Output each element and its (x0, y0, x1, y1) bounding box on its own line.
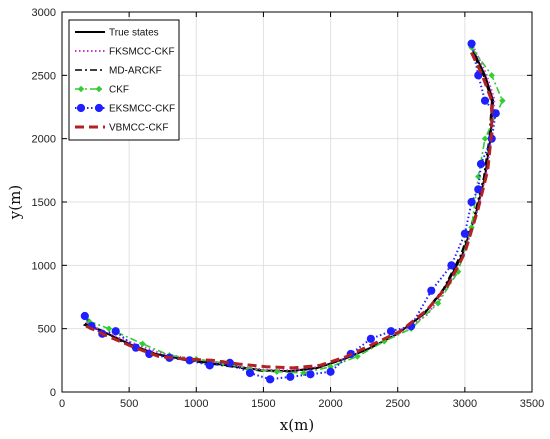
ckf-point (488, 72, 495, 79)
legend-box (68, 19, 180, 141)
legend-eksmcc-ckf-point (94, 103, 104, 113)
legend-entry-true-states: True states (75, 28, 159, 39)
ticks: 0 500 1000 1500 2000 2500 3000 3500 0 500 1000 1500… (32, 7, 545, 410)
legend-label: MD-ARCKF (109, 66, 162, 77)
legend-eksmcc-ckf-point (76, 103, 86, 113)
legend-label: CKF (109, 85, 129, 96)
x-tick-label: 1500 (251, 398, 275, 410)
x-tick-label: 3500 (520, 398, 544, 410)
eksmcc-ckf-point (491, 109, 500, 118)
eksmcc-ckf-point (476, 159, 486, 169)
eksmcc-ckf-point (205, 361, 214, 370)
ckf-point (105, 325, 113, 332)
ckf-point (273, 368, 281, 375)
eksmcc-ckf-point (460, 229, 469, 238)
x-tick-label: 1000 (184, 398, 208, 410)
eksmcc-ckf-point (474, 185, 483, 194)
y-tick-label: 1000 (32, 260, 56, 272)
eksmcc-ckf-point (306, 370, 315, 379)
ckf-point (354, 353, 361, 360)
grid (61, 11, 533, 393)
eksmcc-ckf-point (286, 372, 295, 381)
ckf-line (88, 47, 504, 374)
ckf-point (499, 97, 506, 104)
y-axis-label: y(m) (6, 185, 24, 220)
legend-entry-eksmcc-ckf: EKSMCC-CKF (75, 104, 175, 115)
legend-ckf-point (77, 85, 85, 93)
legend-entry-vbmcc-ckf: VBMCC-CKF (75, 123, 168, 134)
legend-label: VBMCC-CKF (109, 123, 168, 134)
eksmcc-ckf-point (366, 334, 375, 343)
ckf-point (481, 135, 489, 142)
ckf-point (139, 340, 146, 348)
y-tick-label: 1500 (32, 197, 56, 209)
y-tick-label: 500 (38, 324, 56, 336)
ckf-point (475, 173, 482, 180)
legend-entry-ckf: CKF (75, 85, 129, 96)
series-eksmcc-ckf (80, 39, 500, 384)
eksmcc-ckf-point (427, 286, 436, 295)
legend-entry-md-arckf: MD-ARCKF (75, 66, 162, 77)
eksmcc-ckf-point (447, 261, 456, 270)
x-tick-label: 500 (120, 398, 138, 410)
eksmcc-ckf-point (245, 368, 255, 378)
y-tick-label: 2000 (32, 134, 56, 146)
legend-label: EKSMCC-CKF (109, 104, 175, 115)
legend-ckf-point (95, 85, 103, 93)
y-tick-label: 0 (50, 387, 56, 399)
eksmcc-ckf-point (326, 367, 335, 376)
x-tick-label: 0 (59, 398, 65, 410)
y-tick-label: 3000 (32, 7, 56, 19)
legend-label: FKSMCC-CKF (109, 47, 175, 58)
x-axis-label: x(m) (280, 416, 314, 434)
vbmcc-ckf-line (85, 49, 494, 370)
series-vbmcc-ckf (85, 49, 494, 370)
eksmcc-ckf-point (111, 327, 120, 336)
legend: True states FKSMCC-CKF MD-ARCKF CKF EKSMCC-C… (68, 19, 180, 141)
eksmcc-ckf-point (480, 96, 490, 105)
eksmcc-ckf-point (467, 197, 476, 207)
legend-label: True states (109, 28, 159, 39)
x-tick-label: 3000 (453, 398, 477, 410)
legend-entry-fksmcc-ckf: FKSMCC-CKF (75, 47, 175, 58)
eksmcc-ckf-point (386, 327, 396, 336)
eksmcc-ckf-point (80, 311, 89, 321)
y-tick-label: 2500 (32, 70, 56, 82)
x-tick-label: 2000 (318, 398, 342, 410)
x-tick-label: 2500 (385, 398, 409, 410)
ckf-point (434, 300, 442, 307)
series-layer (80, 39, 506, 384)
eksmcc-ckf-point (467, 39, 476, 48)
eksmcc-ckf-point (266, 375, 275, 384)
